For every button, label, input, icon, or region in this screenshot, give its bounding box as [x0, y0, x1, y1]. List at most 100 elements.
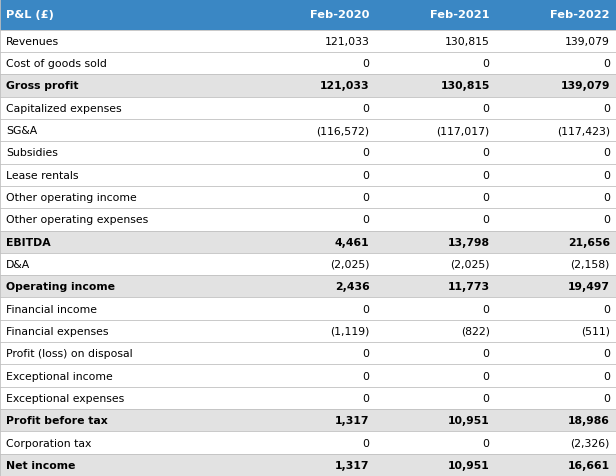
- Text: (117,017): (117,017): [437, 126, 490, 136]
- Bar: [0, 98, 256, 119]
- Text: 0: 0: [363, 104, 370, 114]
- Bar: [496, 320, 616, 342]
- Bar: [376, 0, 496, 30]
- Text: 130,815: 130,815: [440, 81, 490, 91]
- Text: Financial income: Financial income: [6, 304, 97, 314]
- Text: 0: 0: [363, 393, 370, 403]
- Bar: [376, 276, 496, 298]
- Text: (116,572): (116,572): [317, 126, 370, 136]
- Bar: [0, 253, 256, 276]
- Text: 139,079: 139,079: [561, 81, 610, 91]
- Text: (2,025): (2,025): [330, 259, 370, 269]
- Bar: [496, 0, 616, 30]
- Bar: [0, 365, 256, 387]
- Bar: [0, 454, 256, 476]
- Bar: [376, 409, 496, 431]
- Bar: [256, 454, 376, 476]
- Bar: [376, 53, 496, 75]
- Bar: [496, 276, 616, 298]
- Text: 0: 0: [603, 104, 610, 114]
- Text: Net income: Net income: [6, 460, 76, 470]
- Text: 0: 0: [363, 348, 370, 358]
- Text: Revenues: Revenues: [6, 37, 59, 47]
- Bar: [376, 30, 496, 53]
- Bar: [376, 75, 496, 98]
- Bar: [256, 164, 376, 187]
- Text: 10,951: 10,951: [448, 416, 490, 426]
- Text: 0: 0: [603, 170, 610, 180]
- Text: Lease rentals: Lease rentals: [6, 170, 79, 180]
- Text: Corporation tax: Corporation tax: [6, 437, 92, 447]
- Text: 0: 0: [603, 193, 610, 203]
- Bar: [496, 298, 616, 320]
- Bar: [256, 142, 376, 164]
- Bar: [0, 30, 256, 53]
- Bar: [376, 431, 496, 454]
- Text: 0: 0: [363, 215, 370, 225]
- Bar: [376, 98, 496, 119]
- Text: Operating income: Operating income: [6, 282, 115, 292]
- Bar: [376, 164, 496, 187]
- Text: 0: 0: [483, 304, 490, 314]
- Text: Capitalized expenses: Capitalized expenses: [6, 104, 122, 114]
- Text: 0: 0: [483, 193, 490, 203]
- Bar: [496, 187, 616, 209]
- Text: (511): (511): [581, 326, 610, 336]
- Bar: [0, 209, 256, 231]
- Bar: [256, 209, 376, 231]
- Bar: [496, 365, 616, 387]
- Bar: [496, 142, 616, 164]
- Text: Profit before tax: Profit before tax: [6, 416, 108, 426]
- Text: 16,661: 16,661: [568, 460, 610, 470]
- Text: 1,317: 1,317: [335, 416, 370, 426]
- Text: Exceptional income: Exceptional income: [6, 371, 113, 381]
- Text: 13,798: 13,798: [448, 237, 490, 247]
- Text: 4,461: 4,461: [335, 237, 370, 247]
- Bar: [0, 142, 256, 164]
- Bar: [0, 409, 256, 431]
- Bar: [496, 164, 616, 187]
- Text: (2,326): (2,326): [570, 437, 610, 447]
- Text: 0: 0: [483, 170, 490, 180]
- Text: 0: 0: [363, 437, 370, 447]
- Text: 0: 0: [603, 59, 610, 69]
- Text: 139,079: 139,079: [565, 37, 610, 47]
- Text: Financial expenses: Financial expenses: [6, 326, 108, 336]
- Text: 0: 0: [363, 170, 370, 180]
- Bar: [0, 164, 256, 187]
- Text: 11,773: 11,773: [448, 282, 490, 292]
- Bar: [256, 75, 376, 98]
- Bar: [496, 30, 616, 53]
- Text: EBITDA: EBITDA: [6, 237, 51, 247]
- Text: 0: 0: [483, 59, 490, 69]
- Bar: [496, 253, 616, 276]
- Text: 0: 0: [483, 437, 490, 447]
- Text: 0: 0: [603, 215, 610, 225]
- Bar: [256, 431, 376, 454]
- Bar: [496, 231, 616, 253]
- Text: SG&A: SG&A: [6, 126, 38, 136]
- Bar: [0, 320, 256, 342]
- Text: 1,317: 1,317: [335, 460, 370, 470]
- Bar: [496, 209, 616, 231]
- Bar: [0, 276, 256, 298]
- Text: D&A: D&A: [6, 259, 30, 269]
- Bar: [0, 342, 256, 365]
- Text: 0: 0: [603, 148, 610, 158]
- Bar: [376, 253, 496, 276]
- Bar: [0, 119, 256, 142]
- Bar: [376, 298, 496, 320]
- Text: 0: 0: [483, 393, 490, 403]
- Bar: [496, 431, 616, 454]
- Text: 0: 0: [483, 215, 490, 225]
- Text: Exceptional expenses: Exceptional expenses: [6, 393, 124, 403]
- Bar: [256, 231, 376, 253]
- Bar: [256, 320, 376, 342]
- Text: (2,025): (2,025): [450, 259, 490, 269]
- Bar: [496, 342, 616, 365]
- Text: (117,423): (117,423): [557, 126, 610, 136]
- Text: 0: 0: [483, 148, 490, 158]
- Bar: [0, 431, 256, 454]
- Text: Cost of goods sold: Cost of goods sold: [6, 59, 107, 69]
- Text: (2,158): (2,158): [570, 259, 610, 269]
